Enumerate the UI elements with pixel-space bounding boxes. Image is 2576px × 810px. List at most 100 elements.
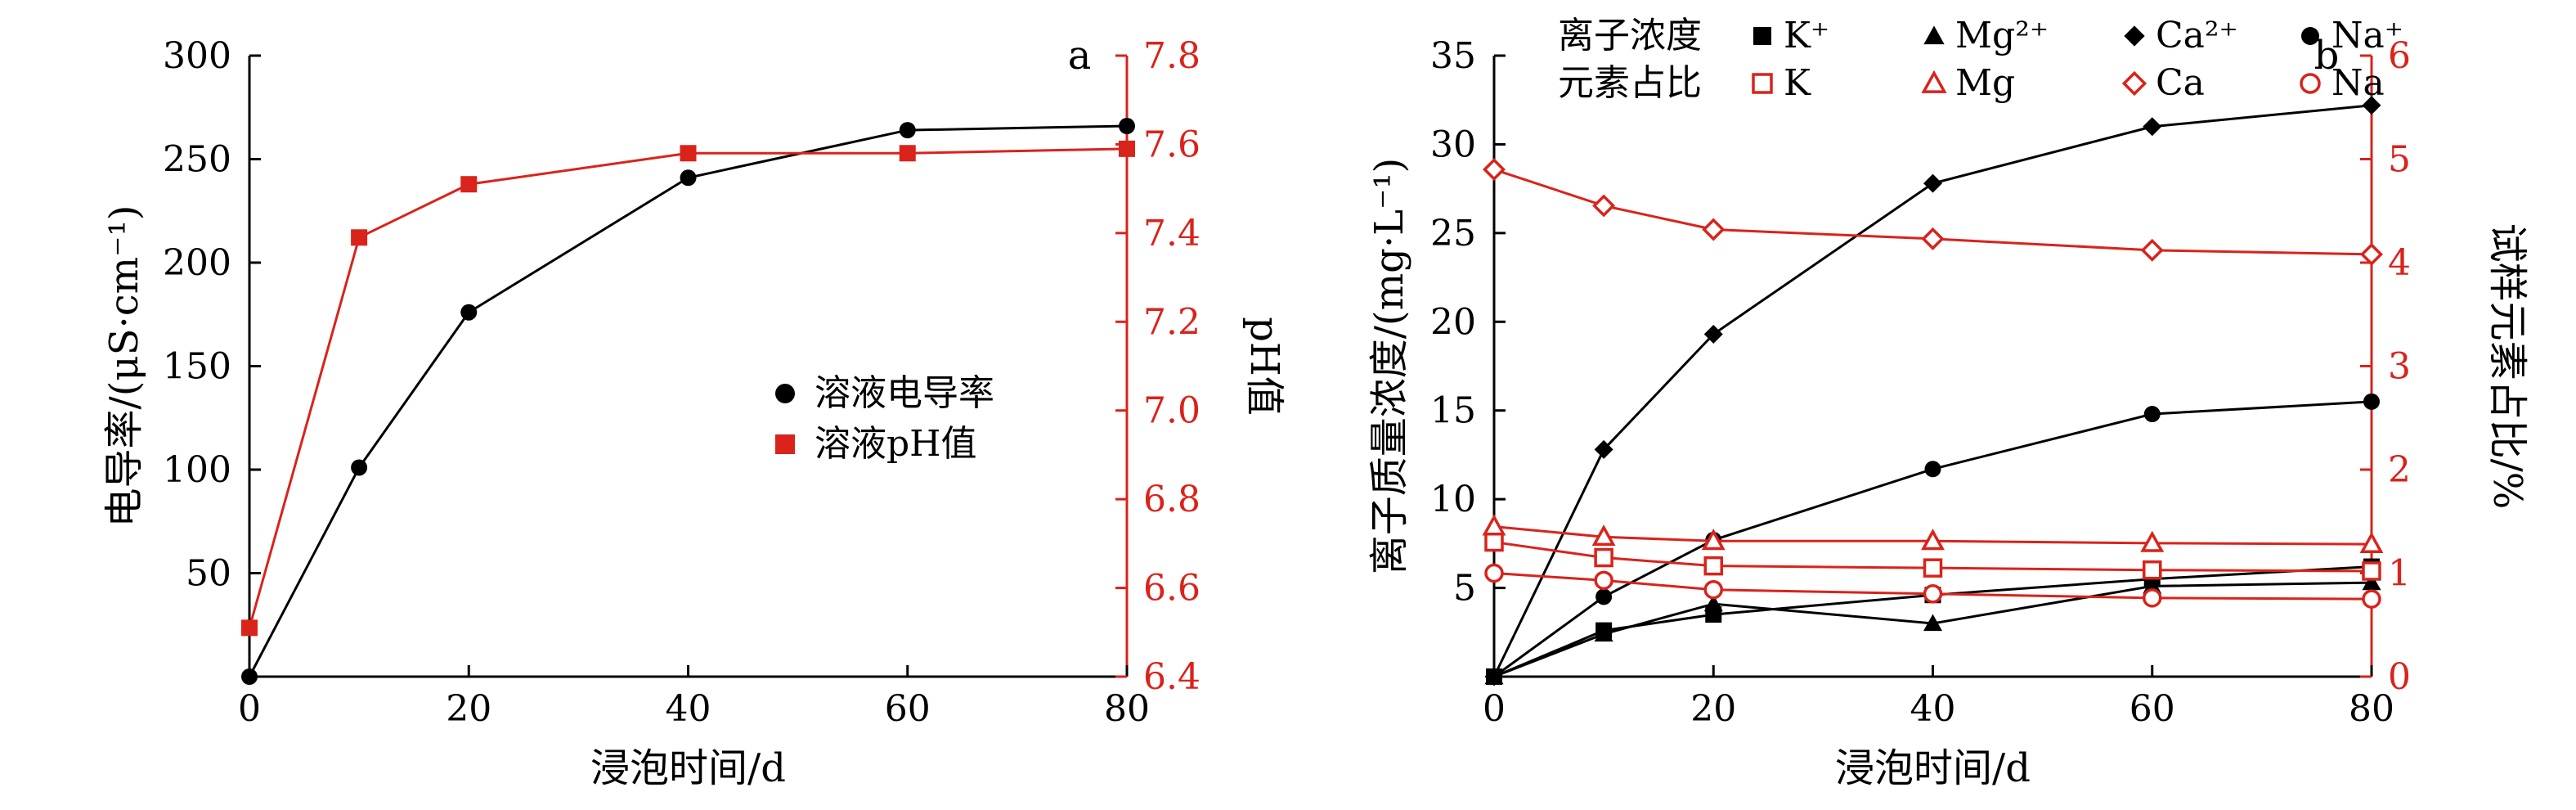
data-point [1486,668,1502,685]
data-point [2363,393,2380,410]
legend-label: Ca²⁺ [2156,15,2238,56]
data-point [2359,531,2384,554]
legend-label: K⁺ [1784,15,1829,56]
series-line [1492,104,2372,677]
data-point [2140,530,2165,552]
data-point [2362,561,2381,581]
data-point [1703,556,1723,576]
right-y-tick-label: 7.8 [1143,35,1200,77]
x-tick-label: 40 [666,688,711,730]
data-point [2362,573,2381,591]
left-y-tick-label: 200 [163,242,231,284]
data-point [1703,324,1723,344]
series-line [248,147,1128,628]
legend-marker [1921,70,1947,93]
data-point [2143,560,2162,580]
x-tick-label: 40 [1910,688,1956,730]
data-point [2362,96,2381,115]
data-point [1923,558,1943,578]
data-point [1921,227,1945,250]
legend-label: Na⁺ [2331,15,2403,56]
right-y-tick-label: 2 [2388,449,2411,491]
legend-group-label: 离子浓度 [1558,15,1702,56]
left-y-tick-label: 50 [186,553,231,595]
right-y-tick-label: 6 [2388,35,2411,77]
legend-marker [775,384,795,403]
legend-label: Ca [2156,62,2205,104]
x-tick-label: 60 [885,688,931,730]
data-point [1484,532,1504,552]
legend-marker [2301,27,2319,45]
data-point [1703,579,1723,600]
data-point [1482,514,1506,536]
x-tick-label: 20 [1690,688,1736,730]
left-y-tick-label: 100 [163,449,231,491]
series-line [1493,525,2372,546]
left-y-axis-title: 离子质量浓度/(mg·L⁻¹) [1367,158,1412,575]
right-y-tick-label: 6.6 [1143,568,1200,610]
right-y-axis-title: pH值 [1241,317,1287,416]
panel-label: a [1068,33,1092,79]
legend-marker [2121,70,2147,97]
data-point [1923,584,1943,604]
data-point [460,304,478,321]
data-point [1921,529,1945,551]
data-point [1594,570,1613,591]
data-point [1923,614,1942,632]
left-y-tick-label: 20 [1430,301,1476,343]
left-y-tick-label: 35 [1430,35,1476,77]
x-tick-label: 0 [1483,688,1506,730]
data-point [1594,547,1613,568]
legend-label: 溶液电导率 [815,372,994,414]
right-y-tick-label: 7.2 [1143,301,1200,343]
right-y-tick-label: 7.6 [1143,124,1200,165]
x-tick-label: 0 [238,688,261,730]
left-y-tick-label: 25 [1430,213,1476,254]
right-y-tick-label: 3 [2388,346,2411,388]
x-tick-label: 60 [2129,688,2175,730]
data-point [899,122,916,139]
left-y-tick-label: 300 [163,35,231,77]
right-y-axis-title: 试样元素占比/% [2484,223,2530,510]
legend-label: 溶液pH值 [815,423,977,465]
data-point [2143,117,2162,137]
right-y-tick-label: 4 [2388,242,2411,284]
data-point [1119,140,1135,157]
series-line [248,124,1128,677]
data-point [2143,588,2162,608]
data-point [460,176,478,193]
data-point [1591,524,1616,547]
data-point [1701,529,1726,551]
left-y-tick-label: 15 [1430,390,1476,432]
data-point [1702,218,1726,241]
x-tick-label: 80 [1104,688,1150,730]
left-y-tick-label: 150 [163,346,231,388]
left-y-tick-label: 10 [1430,479,1476,520]
legend-label: Mg [1955,62,2015,104]
right-y-tick-label: 1 [2388,553,2411,595]
legend-label: Mg²⁺ [1955,15,2049,56]
legend-marker [1923,25,1945,45]
legend-marker [775,434,795,454]
data-point [2140,238,2164,262]
data-point [1594,439,1613,459]
right-y-tick-label: 6.8 [1143,479,1200,520]
right-y-tick-label: 7.0 [1143,390,1200,432]
right-y-tick-label: 6.4 [1143,656,1200,698]
data-point [241,619,258,637]
left-y-tick-label: 5 [1453,568,1476,610]
legend-marker [1753,27,1771,45]
series-line [1493,541,2372,573]
right-y-tick-label: 7.4 [1143,213,1200,254]
legend-group-label: 元素占比 [1558,62,1702,104]
series-line [1493,565,2372,678]
data-point [680,145,697,162]
data-point [1923,173,1942,193]
data-point [241,668,258,685]
right-y-tick-label: 0 [2388,656,2411,698]
legend-marker [2300,73,2321,94]
legend-label: K [1784,62,1811,104]
data-point [2143,576,2162,594]
data-point [2360,242,2383,266]
